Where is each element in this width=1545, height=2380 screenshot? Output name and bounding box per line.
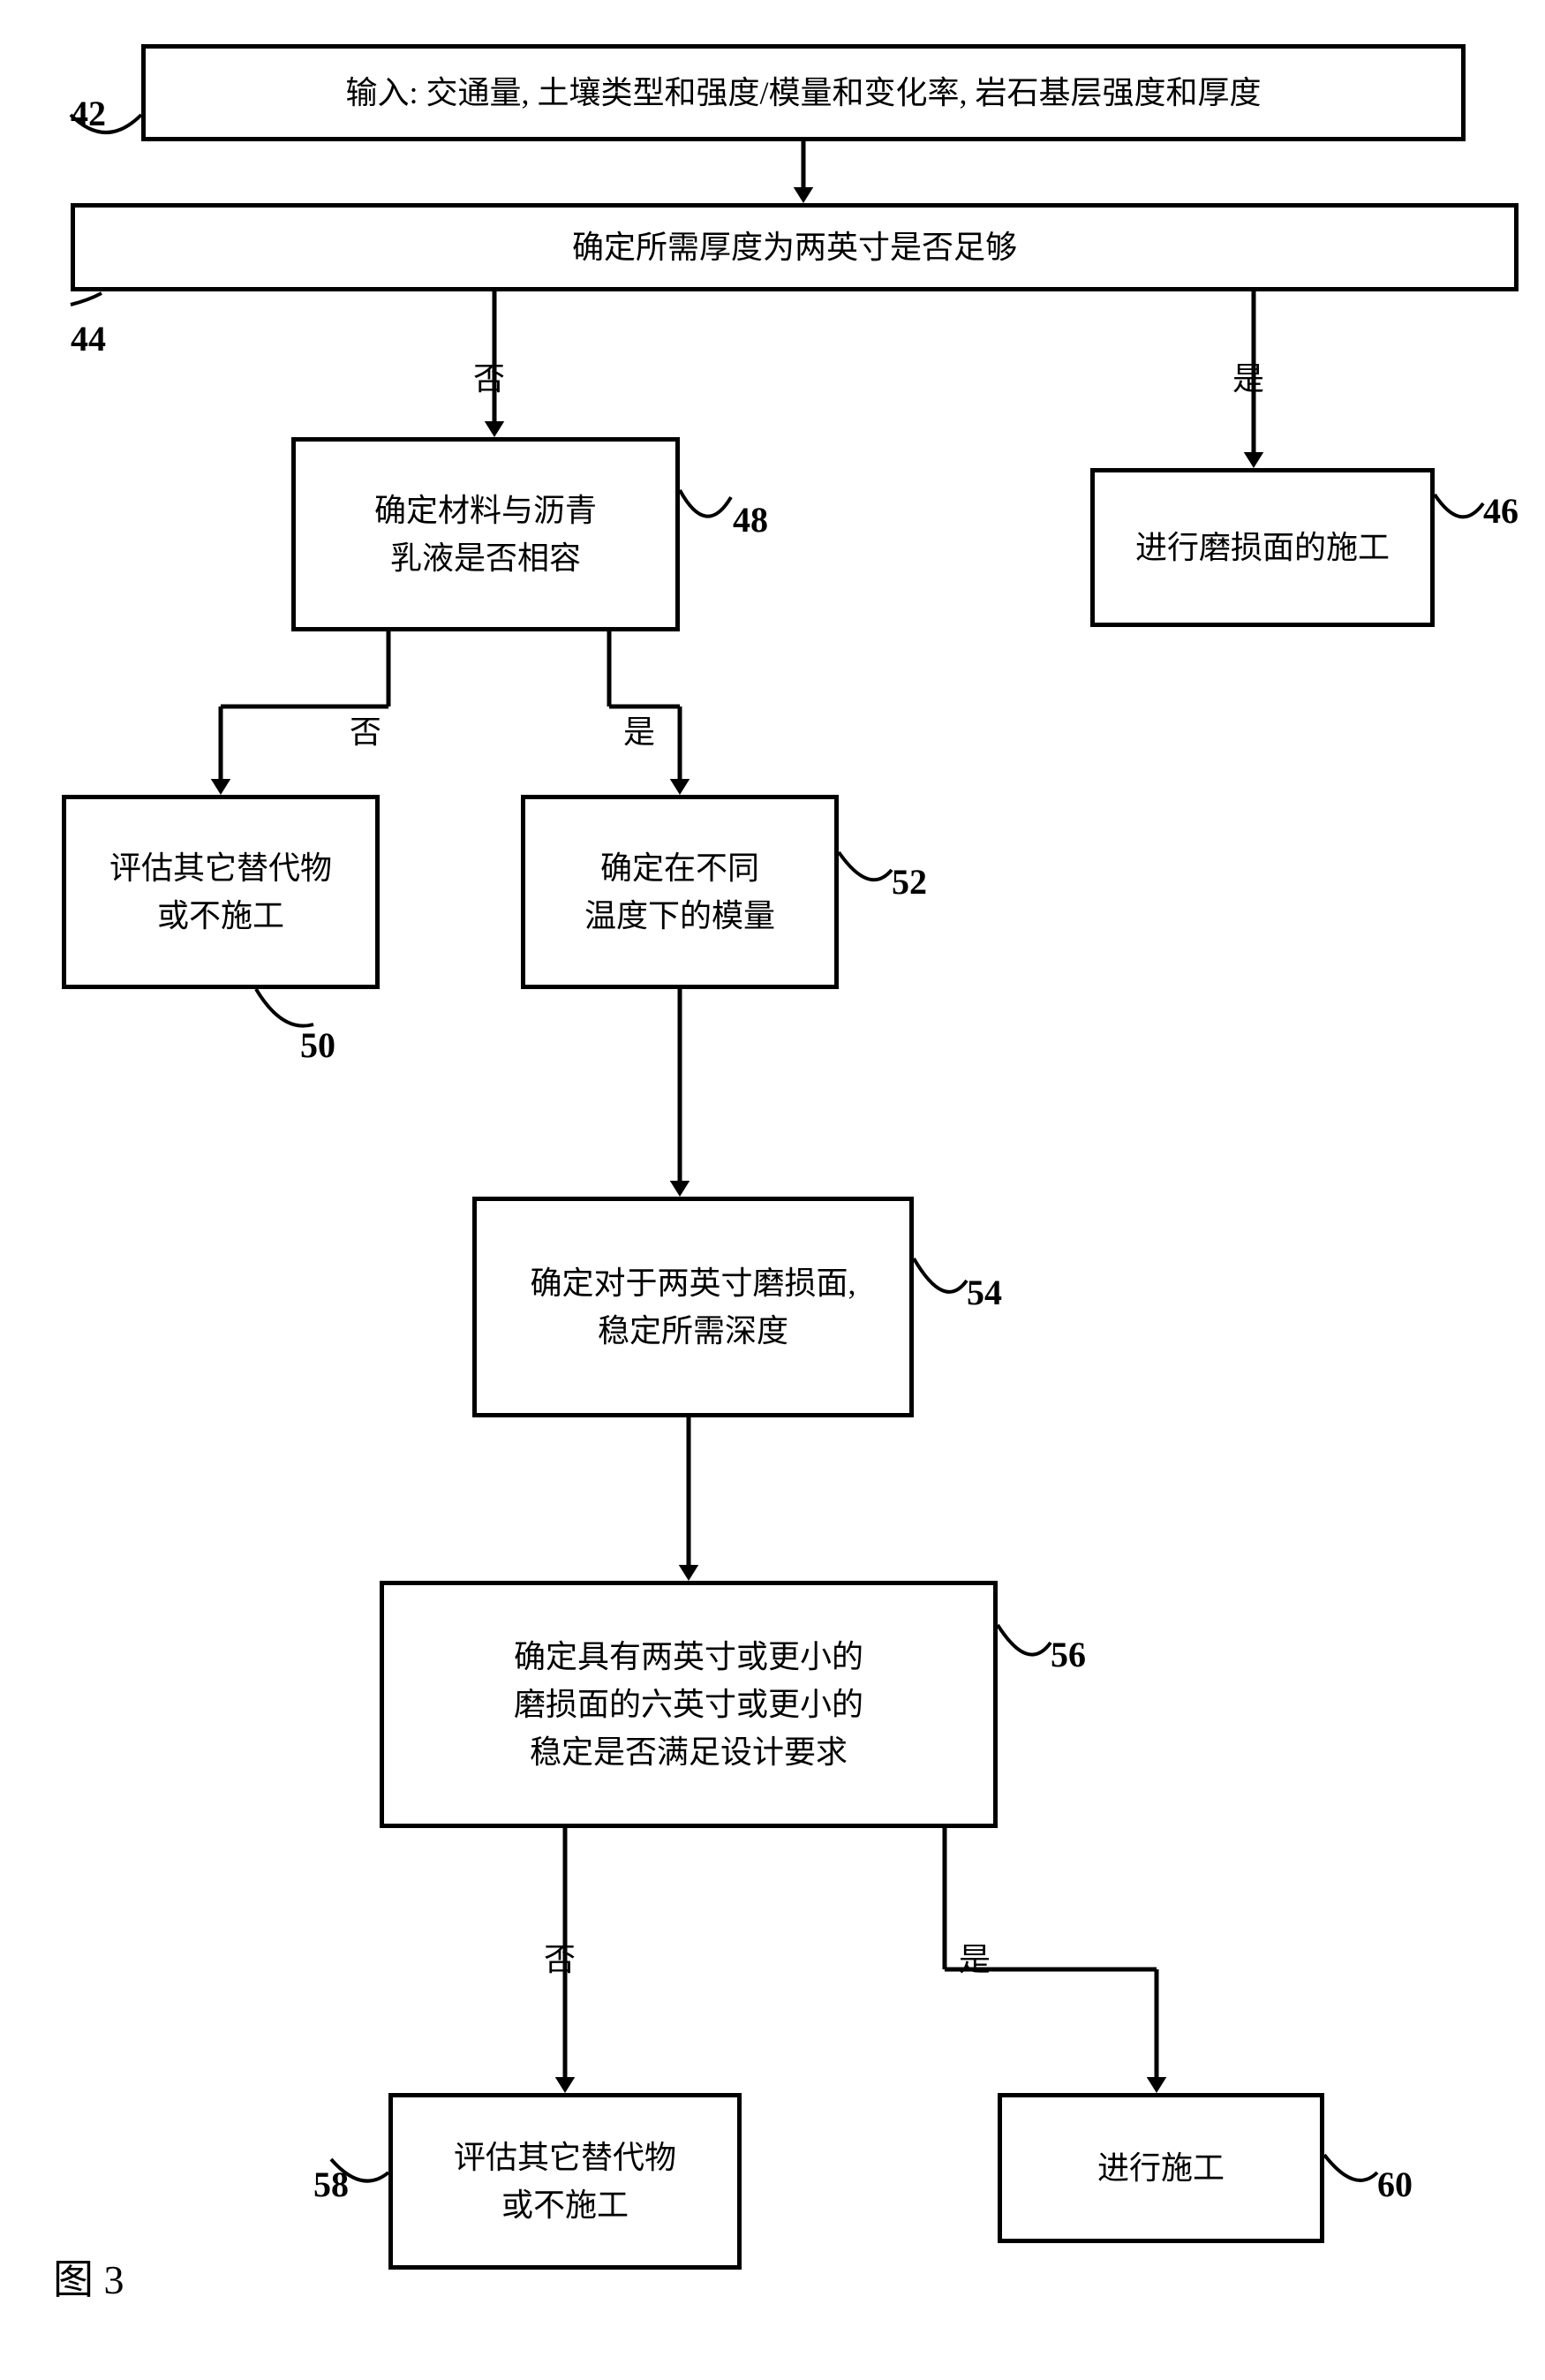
node-wear-surface: 进行磨损面的施工 <box>1090 468 1435 627</box>
node-text: 输入: 交通量, 土壤类型和强度/模量和变化率, 岩石基层强度和厚度 <box>345 69 1261 117</box>
node-text: 评估其它替代物或不施工 <box>109 844 332 940</box>
node-evaluate-alt-1: 评估其它替代物或不施工 <box>62 795 380 989</box>
edge-label-no: 否 <box>468 353 510 399</box>
node-depth: 确定对于两英寸磨损面,稳定所需深度 <box>472 1197 914 1417</box>
node-text: 确定所需厚度为两英寸是否足够 <box>572 223 1017 271</box>
ref-num-46: 46 <box>1483 490 1519 532</box>
ref-num-44: 44 <box>71 318 106 359</box>
node-decision-compatibility: 确定材料与沥青乳液是否相容 <box>291 437 680 631</box>
node-text: 评估其它替代物或不施工 <box>454 2134 676 2229</box>
ref-num-58: 58 <box>313 2164 349 2205</box>
ref-num-50: 50 <box>300 1024 335 1066</box>
ref-num-42: 42 <box>71 93 106 134</box>
node-evaluate-alt-2: 评估其它替代物或不施工 <box>388 2093 742 2270</box>
node-text: 确定具有两英寸或更小的磨损面的六英寸或更小的稳定是否满足设计要求 <box>514 1633 863 1776</box>
node-text: 进行施工 <box>1097 2144 1225 2192</box>
ref-num-56: 56 <box>1051 1634 1086 1675</box>
node-construct: 进行施工 <box>998 2093 1324 2243</box>
arrows-overlay <box>0 0 1545 2380</box>
node-text: 确定对于两英寸磨损面,稳定所需深度 <box>530 1259 855 1355</box>
edge-label-no: 否 <box>344 706 387 752</box>
ref-num-60: 60 <box>1377 2164 1413 2205</box>
node-text: 确定材料与沥青乳液是否相容 <box>374 487 597 582</box>
node-modulus: 确定在不同温度下的模量 <box>521 795 839 989</box>
ref-num-52: 52 <box>892 861 927 903</box>
figure-label: 图 3 <box>53 2248 124 2306</box>
node-input: 输入: 交通量, 土壤类型和强度/模量和变化率, 岩石基层强度和厚度 <box>141 44 1466 141</box>
edge-label-yes: 是 <box>953 1934 996 1980</box>
node-text: 进行磨损面的施工 <box>1135 524 1390 571</box>
edge-label-no: 否 <box>539 1934 581 1980</box>
edge-label-yes: 是 <box>618 706 660 752</box>
node-decision-design: 确定具有两英寸或更小的磨损面的六英寸或更小的稳定是否满足设计要求 <box>380 1581 998 1828</box>
node-decision-thickness: 确定所需厚度为两英寸是否足够 <box>71 203 1519 291</box>
flowchart-canvas: 输入: 交通量, 土壤类型和强度/模量和变化率, 岩石基层强度和厚度 确定所需厚… <box>0 0 1545 2380</box>
edge-label-yes: 是 <box>1227 353 1270 399</box>
ref-num-54: 54 <box>967 1272 1002 1313</box>
ref-num-48: 48 <box>733 499 768 540</box>
node-text: 确定在不同温度下的模量 <box>584 844 775 940</box>
